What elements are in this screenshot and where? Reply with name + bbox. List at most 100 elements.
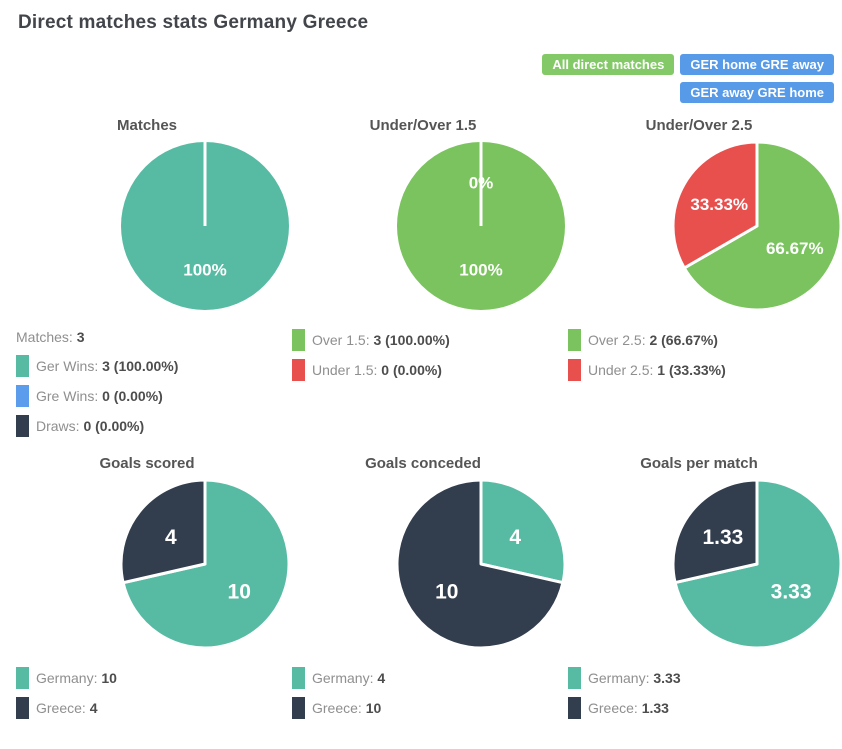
chart-cell-goals-conceded: Goals conceded 4 10 Germany: 4 Greece: 10 — [292, 445, 567, 727]
all-direct-matches-button[interactable]: All direct matches — [542, 54, 675, 75]
legend-swatch — [568, 667, 581, 689]
chart-title-goals-scored: Goals scored — [99, 455, 195, 472]
legend-label: Over 2.5: — [588, 332, 650, 348]
legend-value: 4 — [89, 700, 98, 716]
pie-chart-goals-scored: 10 4 — [119, 478, 291, 650]
legend-value: 10 — [365, 700, 382, 716]
legend-item: Greece: 4 — [16, 697, 278, 719]
legend-label: Gre Wins: — [36, 388, 103, 404]
pie-slice[interactable] — [671, 140, 759, 270]
legend-label: Under 2.5: — [588, 362, 658, 378]
legend-item: Greece: 1.33 — [568, 697, 830, 719]
pie-label: 4 — [165, 526, 177, 549]
chart-title-matches: Matches — [116, 117, 178, 134]
legend-swatch — [568, 359, 581, 381]
pie-slice[interactable] — [671, 478, 759, 585]
legend-value: 3 — [76, 329, 85, 345]
legend-value: 2 (66.67%) — [649, 332, 718, 348]
legend-item: Under 2.5: 1 (33.33%) — [568, 359, 830, 381]
legend-label: Greece: — [36, 700, 90, 716]
pie-slice[interactable] — [479, 478, 567, 585]
legend-item: Germany: 4 — [292, 667, 554, 689]
legend-item: Draws: 0 (0.00%) — [16, 415, 278, 437]
legend-value: 1.33 — [641, 700, 669, 716]
legend-item: Ger Wins: 3 (100.00%) — [16, 355, 278, 377]
legend-label: Germany: — [588, 670, 654, 686]
legend-value: 0 (0.00%) — [102, 388, 163, 404]
pie-label: 100% — [459, 261, 502, 280]
legend-swatch — [16, 355, 29, 377]
legend-swatch — [292, 667, 305, 689]
legend-item: Greece: 10 — [292, 697, 554, 719]
pie-slice[interactable] — [395, 478, 565, 650]
legend-value: 3 (100.00%) — [102, 358, 179, 374]
legend-swatch — [16, 697, 29, 719]
legend-swatch — [292, 359, 305, 381]
ger-away-gre-home-button[interactable]: GER away GRE home — [680, 82, 834, 103]
legend-label: Germany: — [36, 670, 102, 686]
pie-label: 10 — [228, 581, 251, 604]
legend-value: 3 (100.00%) — [373, 332, 450, 348]
pie-label: 100% — [183, 261, 226, 280]
ger-home-gre-away-button[interactable]: GER home GRE away — [680, 54, 834, 75]
charts-row-1: Matches 100% Matches: 3 Ger Wins: 3 (100.… — [16, 107, 842, 445]
pie-slice[interactable] — [119, 478, 207, 585]
legend-swatch — [568, 329, 581, 351]
legend-item: Over 1.5: 3 (100.00%) — [292, 329, 554, 351]
page-title: Direct matches stats Germany Greece — [18, 12, 369, 33]
legend-item: Under 1.5: 0 (0.00%) — [292, 359, 554, 381]
pie-slice[interactable] — [682, 140, 842, 312]
legend-label: Under 1.5: — [312, 362, 382, 378]
legend-item: Over 2.5: 2 (66.67%) — [568, 329, 830, 351]
legend-value: 4 — [377, 670, 386, 686]
filter-buttons-row-2: GER away GRE home — [680, 82, 834, 103]
pie-label: 0% — [469, 173, 494, 192]
chart-cell-matches: Matches 100% Matches: 3 Ger Wins: 3 (100.… — [16, 107, 289, 445]
filter-buttons-row-1: All direct matches GER home GRE away — [542, 54, 834, 75]
legend-under-over-2-5: Over 2.5: 2 (66.67%) Under 2.5: 1 (33.33%… — [568, 329, 830, 381]
legend-matches: Matches: 3 Ger Wins: 3 (100.00%) Gre Wins:… — [16, 329, 278, 437]
legend-label: Greece: — [312, 700, 366, 716]
legend-label: Over 1.5: — [312, 332, 374, 348]
legend-swatch — [16, 667, 29, 689]
pie-label: 3.33 — [771, 581, 812, 604]
legend-swatch — [16, 385, 29, 407]
legend-item: Gre Wins: 0 (0.00%) — [16, 385, 278, 407]
chart-cell-under-over-1-5: Under/Over 1.5 100% 0% Over 1.5: 3 (100.0… — [292, 107, 565, 445]
chart-title-under-over-2-5: Under/Over 2.5 — [645, 117, 753, 134]
legend-label: Ger Wins: — [36, 358, 103, 374]
legend-item: Germany: 3.33 — [568, 667, 830, 689]
pie-chart-goals-per-match: 3.33 1.33 — [671, 478, 842, 650]
legend-value: 0 (0.00%) — [381, 362, 442, 378]
legend-label: Draws: — [36, 418, 84, 434]
chart-title-goals-per-match: Goals per match — [640, 455, 758, 472]
pie-chart-matches: 100% — [121, 142, 289, 310]
legend-goals-conceded: Germany: 4 Greece: 10 — [292, 667, 554, 719]
chart-title-goals-conceded: Goals conceded — [365, 455, 481, 472]
filter-buttons: All direct matches GER home GRE away GER… — [0, 54, 834, 103]
chart-cell-goals-per-match: Goals per match 3.33 1.33 Germany: 3.33 Gr… — [568, 445, 842, 727]
legend-label: Greece: — [588, 700, 642, 716]
charts-row-2: Goals scored 10 4 Germany: 10 Greece: 4 Go… — [16, 445, 842, 727]
pie-label: 10 — [435, 581, 458, 604]
legend-goals-per-match: Germany: 3.33 Greece: 1.33 — [568, 667, 830, 719]
chart-cell-under-over-2-5: Under/Over 2.5 66.67% 33.33% Over 2.5: 2 … — [568, 107, 842, 445]
legend-under-over-1-5: Over 1.5: 3 (100.00%) Under 1.5: 0 (0.00%… — [292, 329, 554, 381]
pie-label: 4 — [509, 526, 521, 549]
pie-chart-under-over-2-5: 66.67% 33.33% — [671, 140, 842, 312]
legend-swatch — [16, 415, 29, 437]
pie-label: 33.33% — [690, 195, 748, 214]
pie-label: 1.33 — [702, 526, 743, 549]
chart-title-under-over-1-5: Under/Over 1.5 — [369, 117, 477, 134]
legend-item: Germany: 10 — [16, 667, 278, 689]
chart-cell-goals-scored: Goals scored 10 4 Germany: 10 Greece: 4 — [16, 445, 291, 727]
legend-label: Matches: — [16, 329, 77, 345]
legend-goals-scored: Germany: 10 Greece: 4 — [16, 667, 278, 719]
pie-label: 66.67% — [766, 239, 824, 258]
legend-value: 0 (0.00%) — [83, 418, 145, 434]
legend-swatch — [292, 697, 305, 719]
pie-chart-goals-conceded: 4 10 — [395, 478, 567, 650]
legend-swatch — [568, 697, 581, 719]
legend-swatch — [292, 329, 305, 351]
legend-item: Matches: 3 — [16, 329, 278, 345]
